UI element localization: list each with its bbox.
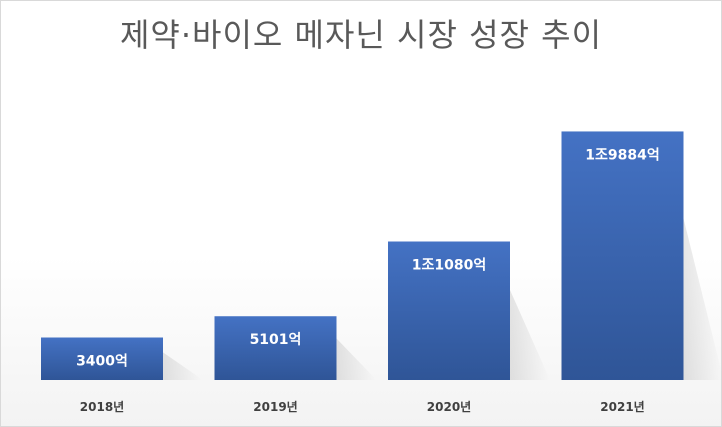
chart-title: 제약·바이오 메자닌 시장 성장 추이 xyxy=(119,16,603,54)
bar-shadow xyxy=(163,352,203,380)
x-tick-label: 2018년 xyxy=(80,400,124,414)
bar-shadow xyxy=(336,338,377,380)
data-label: 5101억 xyxy=(250,332,302,348)
data-label: 1조1080억 xyxy=(412,258,486,274)
x-tick-label: 2020년 xyxy=(427,400,471,414)
data-label: 1조9884억 xyxy=(585,147,659,163)
bar-2018년 xyxy=(41,337,163,380)
bar-shadow xyxy=(510,289,550,380)
bar-2020년 xyxy=(388,241,510,380)
x-tick-label: 2021년 xyxy=(600,400,644,414)
bar-2019년 xyxy=(214,316,337,380)
data-label: 3400억 xyxy=(76,354,128,370)
bar-2021년 xyxy=(561,131,684,380)
bar-shadow xyxy=(683,218,722,380)
x-tick-label: 2019년 xyxy=(253,400,297,414)
